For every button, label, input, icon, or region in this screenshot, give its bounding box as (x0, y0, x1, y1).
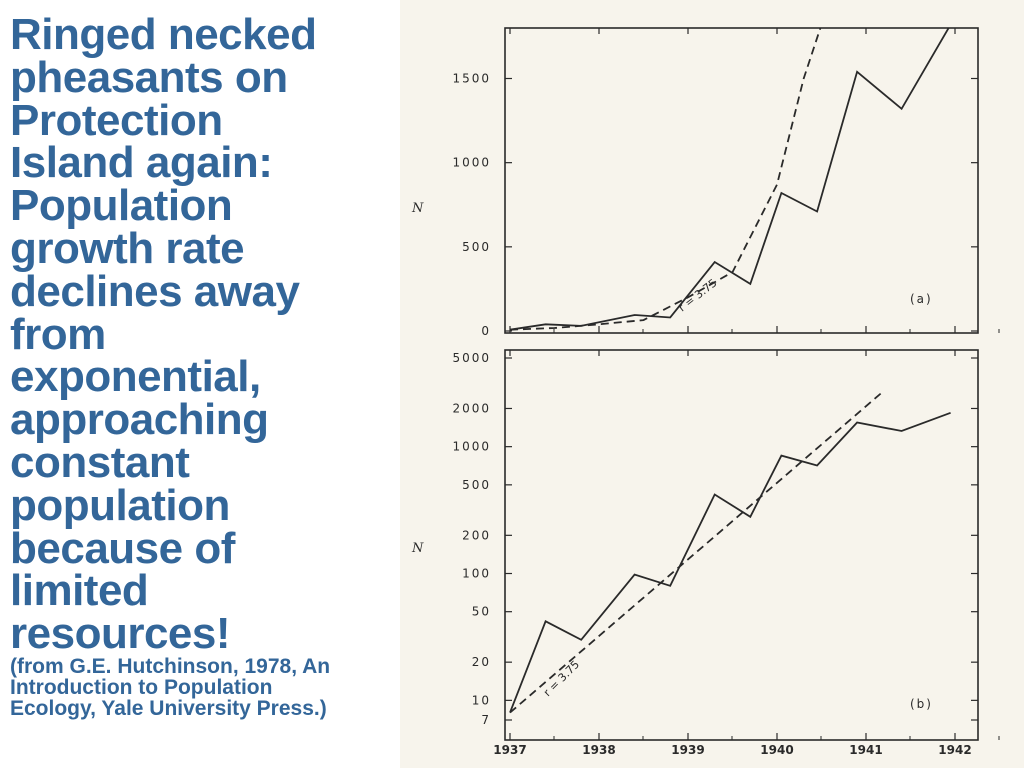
chart-a-series-dashed (509, 28, 822, 331)
chart-b-ytick-label: 10 (472, 693, 491, 707)
chart-b-panel-label: (b) (910, 697, 933, 711)
chart-b-ytick-label: 200 (462, 528, 491, 542)
slide-title: Ringed necked pheasants on Protection Is… (10, 10, 317, 659)
chart-b-ytick-label: 500 (462, 478, 491, 492)
chart-b-xtick-label: 1942 (938, 743, 971, 757)
chart-a-ytick-label: 1500 (452, 72, 491, 86)
chart-b-xtick-label: 1938 (582, 743, 615, 757)
chart-a-panel-label: (a) (910, 292, 933, 306)
chart-a-ytick-label: 1000 (452, 156, 491, 170)
pheasant-population-charts: 0 500 1000 1500 N (a) r = 3.75 7 10 20 50 100 200 500… (411, 27, 1000, 757)
chart-b-ytick-label: 100 (462, 567, 491, 581)
chart-b-xtick-label: 1937 (493, 743, 526, 757)
chart-b-series-dashed (509, 390, 885, 714)
chart-a-ylabel: N (411, 201, 424, 216)
chart-b-ytick-label: 2000 (452, 401, 491, 415)
chart-b-ytick-label: 7 (481, 713, 491, 727)
chart-a-ytick-label: 500 (462, 240, 491, 254)
chart-b-growth-rate-annotation: r = 3.75 (541, 658, 582, 699)
chart-b-ytick-label: 20 (472, 655, 491, 669)
figure-scan: 0 500 1000 1500 N (a) r = 3.75 7 10 20 50 100 200 500… (400, 0, 1024, 768)
chart-b-xtick-label: 1939 (671, 743, 704, 757)
chart-b-frame (504, 349, 979, 741)
slide-text-block: Ringed necked pheasants on Protection Is… (10, 10, 405, 720)
chart-a-ytick-label: 0 (481, 324, 491, 338)
chart-b-ytick-label: 50 (472, 605, 491, 619)
chart-b-xtick-label: 1940 (760, 743, 793, 757)
chart-b-ytick-label: 1000 (452, 440, 491, 454)
citation: (from G.E. Hutchinson, 1978, An Introduc… (10, 654, 331, 720)
chart-b-ytick-label: 5000 (452, 351, 491, 365)
chart-a-frame (504, 27, 979, 334)
chart-b-xtick-label: 1941 (849, 743, 882, 757)
chart-b-ylabel: N (411, 541, 424, 556)
chart-b-series-solid (509, 411, 951, 713)
chart-a-series-solid (509, 28, 950, 331)
